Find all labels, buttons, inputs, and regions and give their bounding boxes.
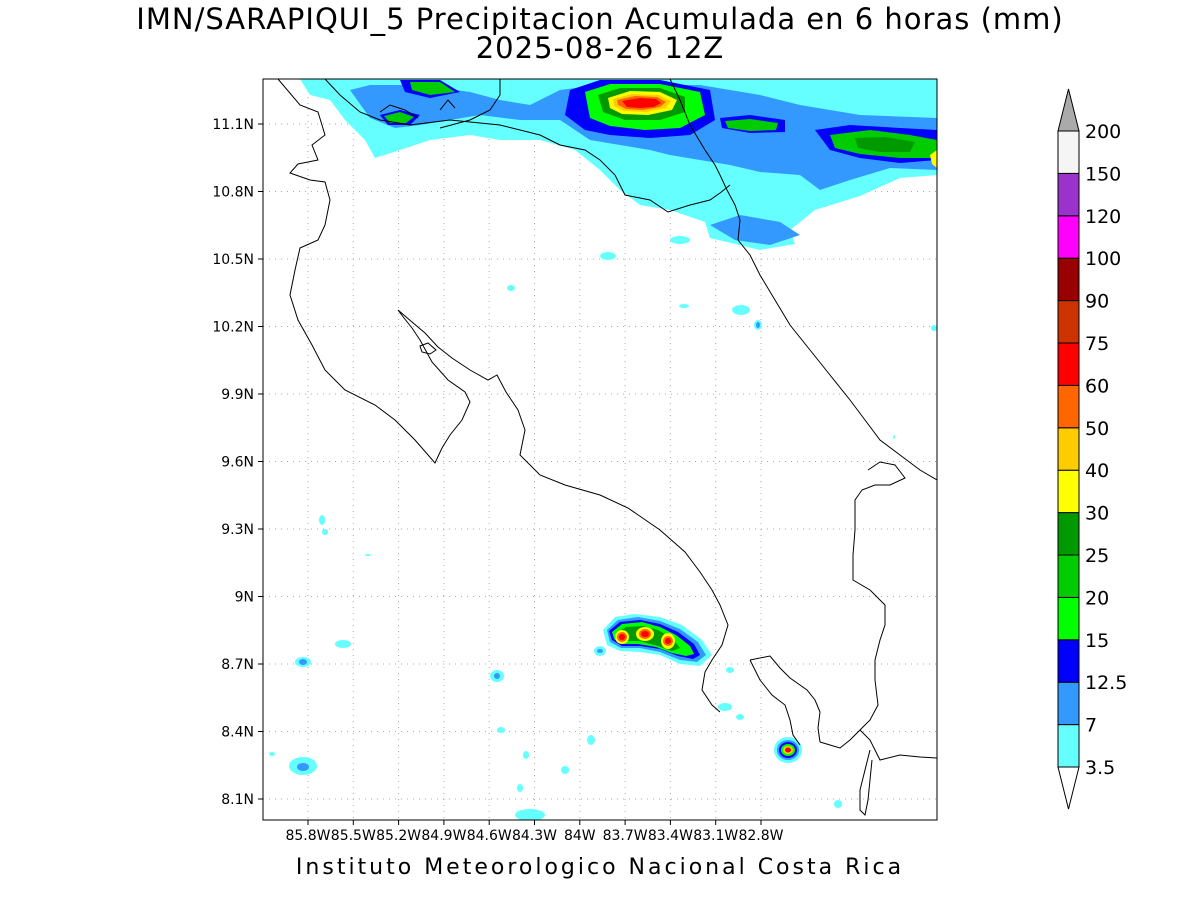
legend-color-box [1057,172,1080,217]
legend-level-label: 120 [1085,206,1121,228]
map-title: IMN/SARAPIQUI_5 Precipitacion Acumulada … [136,2,1064,36]
legend-color-box [1057,512,1080,556]
legend-level-label: 200 [1085,121,1121,143]
legend-color-box [1057,554,1080,598]
lat-tick-label: 10.2N [212,320,254,336]
lon-tick-label: 85.2W [376,828,421,844]
precipitation-scattered-cells [269,285,937,820]
legend-color-box [1057,257,1080,302]
legend-level-label: 100 [1085,248,1121,270]
legend-level-label: 3.5 [1085,757,1115,779]
lon-tick-label: 83.1W [693,828,738,844]
legend-level-label: 7 [1085,715,1097,737]
precipitation-color-legend: 3.5 7 12.5 15 20 25 30 40 50 60 75 90 100 120 150 200 [1057,88,1127,810]
lon-tick-label: 85.5W [331,828,376,844]
latitude-axis-labels: 11.1N 10.8N 10.5N 10.2N 9.9N 9.6N 9.3N 9N 8.7N 8.… [212,117,263,808]
legend-level-label: 150 [1085,163,1121,185]
lat-tick-label: 11.1N [212,117,254,133]
coastlines-and-borders [277,79,937,817]
legend-level-label: 60 [1085,375,1109,397]
precipitation-field-north [300,79,937,260]
lon-tick-label: 84W [564,828,596,844]
lat-tick-label: 9N [235,590,254,606]
legend-color-box [1057,596,1080,641]
legend-level-label: 40 [1085,460,1109,482]
legend-upper-arrow [1057,88,1080,132]
lon-tick-label: 84.3W [512,828,557,844]
legend-color-box [1057,384,1080,429]
legend-color-box [1057,469,1080,514]
legend-level-label: 90 [1085,291,1109,313]
legend-level-label: 12.5 [1085,672,1127,694]
legend-color-box [1057,639,1080,683]
lat-tick-label: 8.4N [221,725,254,741]
lat-tick-label: 9.9N [221,387,254,403]
lat-tick-label: 8.7N [221,657,254,673]
legend-color-box [1057,724,1080,768]
lon-tick-label: 84.6W [467,828,512,844]
footer-credit: Instituto Meteorologico Nacional Costa R… [295,855,905,880]
lat-tick-label: 9.6N [221,455,254,471]
legend-color-box [1057,130,1080,174]
longitude-axis-labels: 85.8W 85.5W 85.2W 84.9W 84.6W 84.3W 84W 83.7W 83… [285,820,784,844]
lat-tick-label: 10.5N [212,252,254,268]
lon-tick-label: 85.8W [285,828,330,844]
legend-level-label: 50 [1085,418,1109,440]
legend-color-box [1057,300,1080,344]
lon-tick-label: 83.4W [648,828,693,844]
legend-color-box [1057,681,1080,726]
legend-level-label: 75 [1085,333,1109,355]
map-subtitle-date: 2025-08-26 12Z [475,31,725,65]
legend-level-label: 25 [1085,545,1109,567]
map-frame [262,78,938,821]
lon-tick-label: 83.7W [603,828,648,844]
legend-color-box [1057,427,1080,471]
legend-lower-arrow [1057,766,1080,810]
lon-tick-label: 82.8W [738,828,783,844]
legend-level-label: 30 [1085,503,1109,525]
legend-color-box [1057,215,1080,259]
legend-color-box [1057,342,1080,386]
lat-tick-label: 10.8N [212,185,254,201]
lat-tick-label: 9.3N [221,522,254,538]
legend-level-label: 20 [1085,587,1109,609]
legend-level-label: 15 [1085,630,1109,652]
lat-tick-label: 8.1N [221,792,254,808]
lon-tick-label: 84.9W [421,828,466,844]
precipitation-cluster-south [603,614,712,666]
